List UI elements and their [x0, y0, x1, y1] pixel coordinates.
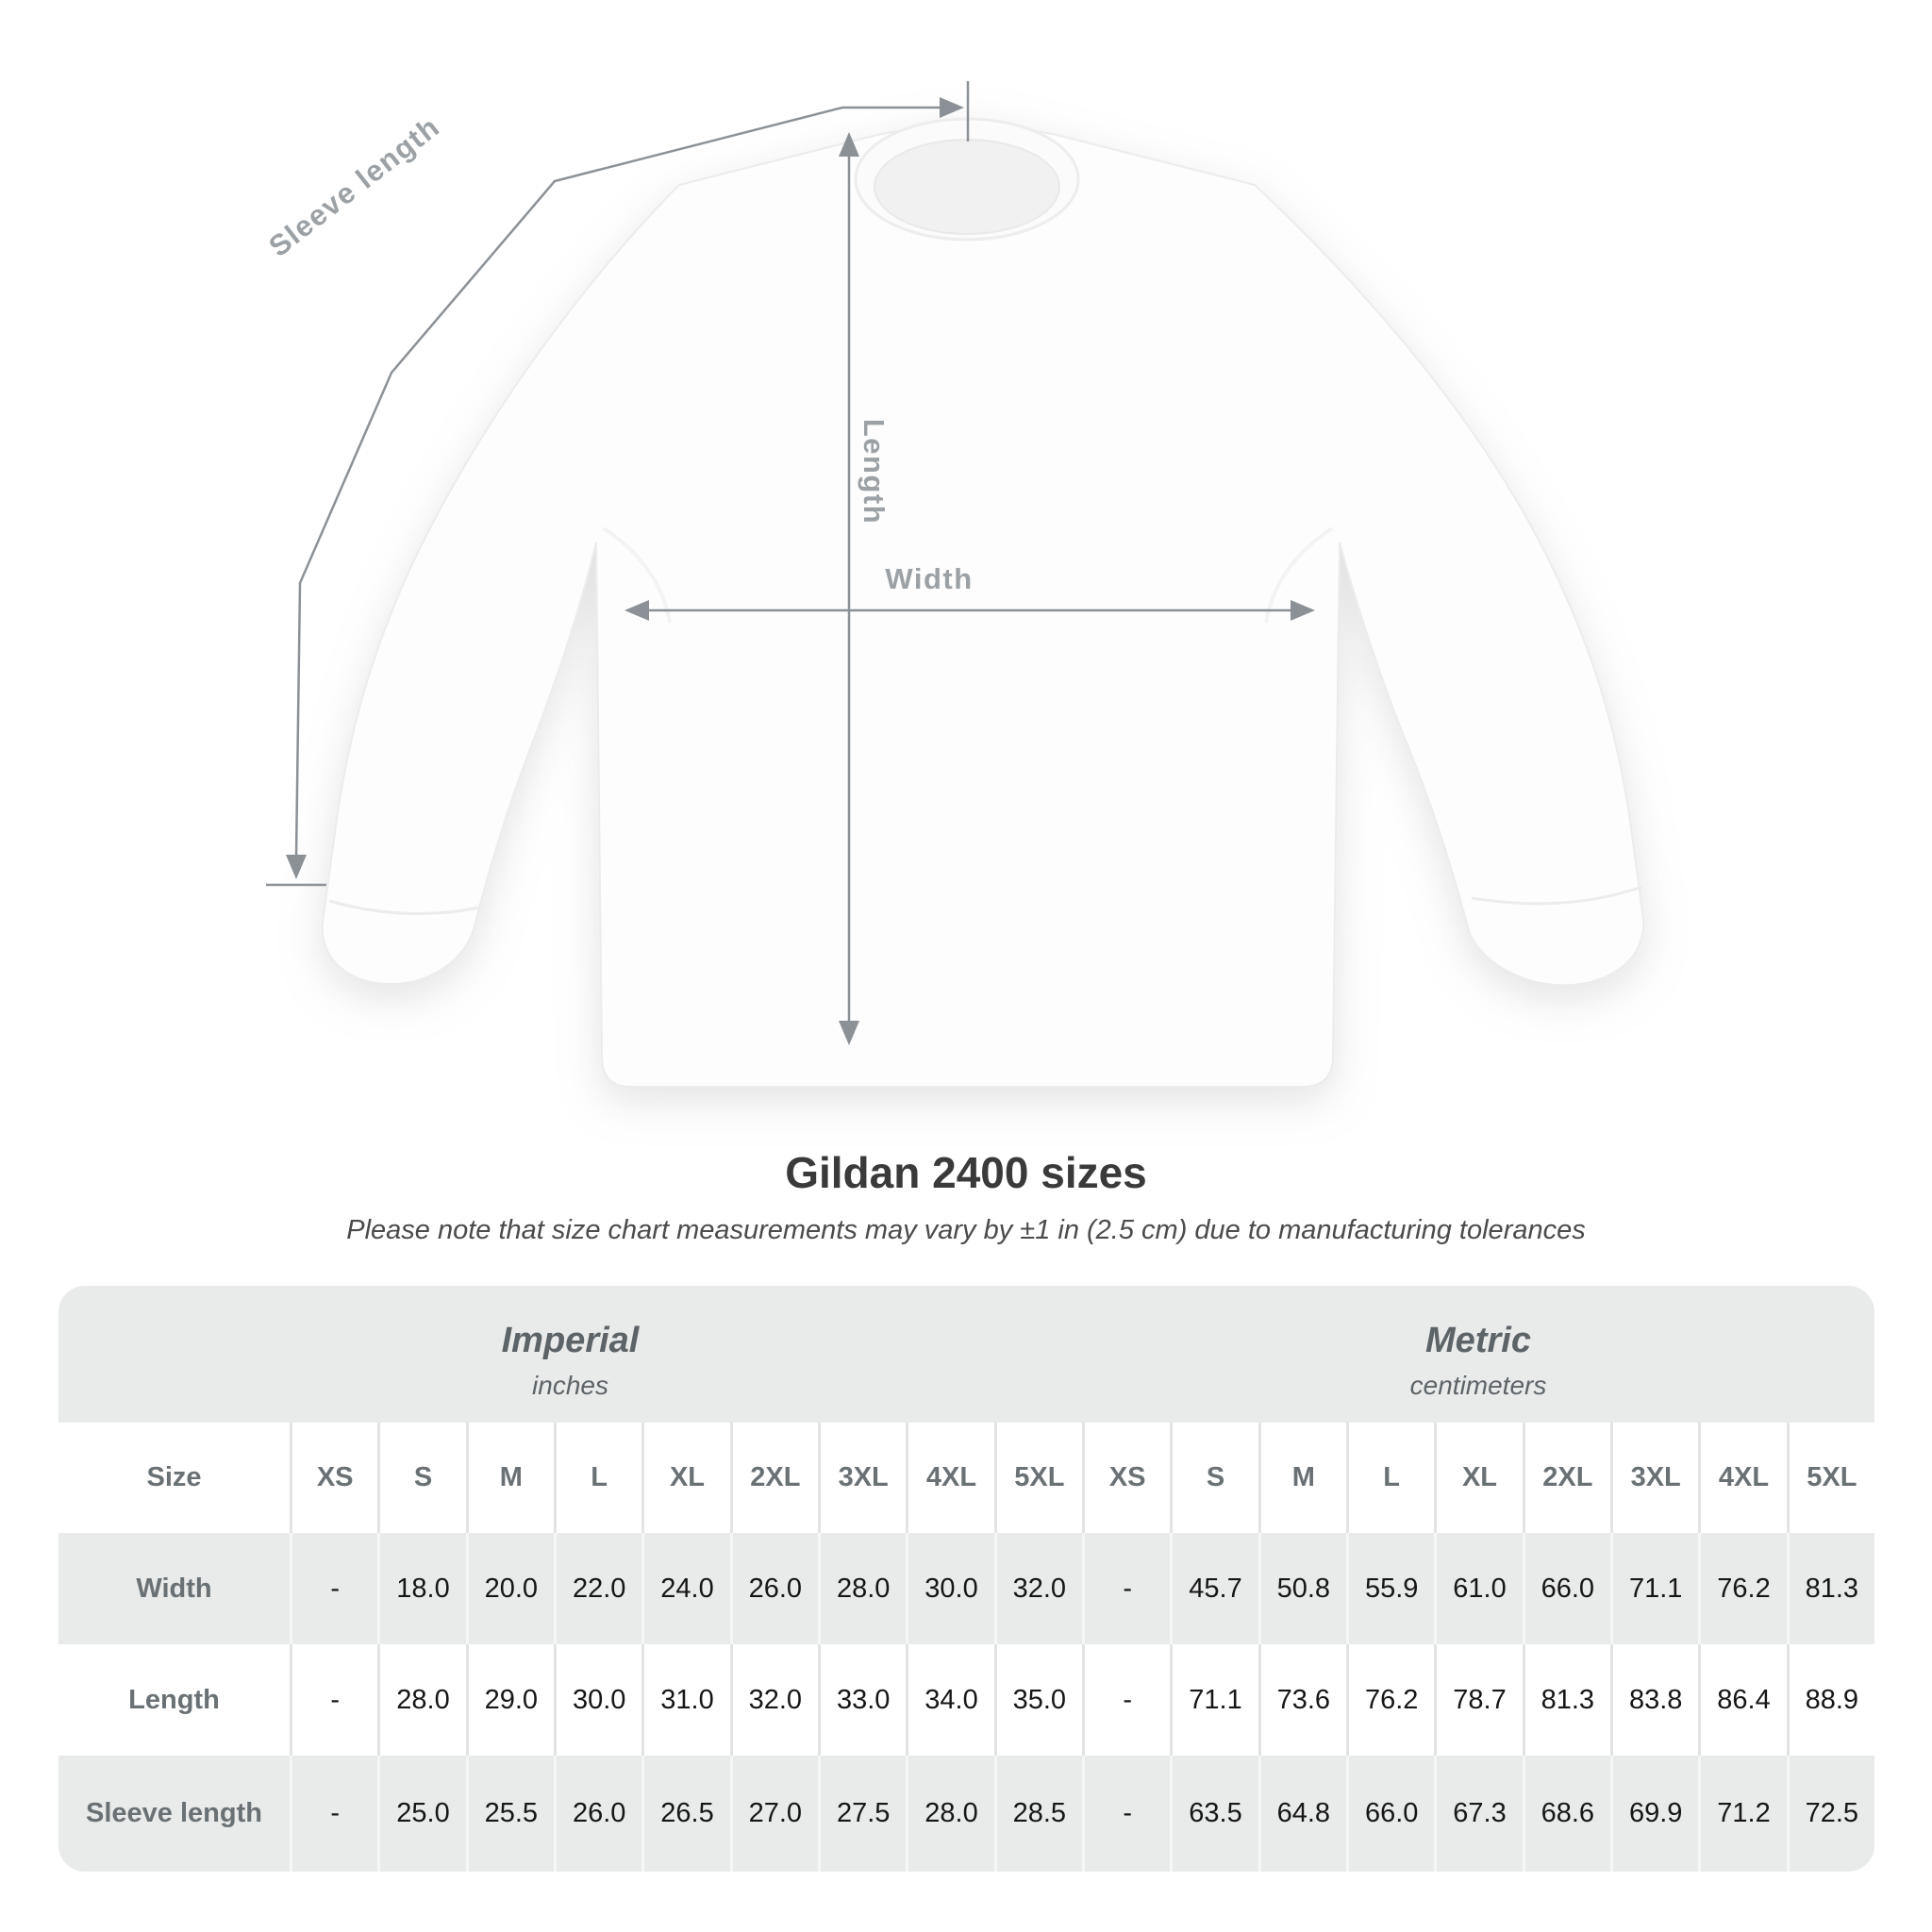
size-col-header-metric-3xl: 3XL — [1610, 1423, 1699, 1533]
size-col-header-imperial-3xl: 3XL — [818, 1423, 907, 1533]
size-col-header-metric-l: L — [1346, 1423, 1435, 1533]
value-cell: 55.9 — [1346, 1533, 1435, 1644]
value-cell: 24.0 — [641, 1533, 730, 1644]
value-cell: 25.0 — [377, 1756, 466, 1872]
value-cell: 22.0 — [554, 1533, 642, 1644]
value-cell: 20.0 — [465, 1533, 554, 1644]
value-cell: 27.0 — [729, 1756, 818, 1872]
value-cell: 69.9 — [1610, 1756, 1699, 1872]
value-cell: 30.0 — [554, 1644, 642, 1756]
size-col-header-metric-4xl: 4XL — [1698, 1423, 1787, 1533]
width-line — [625, 600, 1315, 621]
length-line — [839, 132, 859, 1045]
length-label: Length — [858, 419, 891, 525]
value-cell: 32.0 — [729, 1644, 818, 1756]
value-cell: 66.0 — [1346, 1756, 1435, 1872]
value-cell: 76.2 — [1346, 1644, 1435, 1756]
value-cell: 50.8 — [1257, 1533, 1346, 1644]
imperial-unit-label: Imperial — [501, 1321, 640, 1360]
size-col-header-metric-2xl: 2XL — [1522, 1423, 1610, 1533]
size-col-header-imperial-m: M — [465, 1423, 554, 1533]
value-cell: - — [290, 1533, 378, 1644]
size-col-header-imperial-xs: XS — [290, 1423, 378, 1533]
size-col-header-metric-xs: XS — [1082, 1423, 1171, 1533]
value-cell: 81.3 — [1522, 1644, 1610, 1756]
value-cell: 30.0 — [906, 1533, 994, 1644]
value-cell: 88.9 — [1786, 1644, 1874, 1756]
size-col-header-metric-m: M — [1257, 1423, 1346, 1533]
value-cell: 66.0 — [1522, 1533, 1610, 1644]
size-col-header-metric-5xl: 5XL — [1786, 1423, 1874, 1533]
value-cell: 33.0 — [818, 1644, 907, 1756]
value-cell: 35.0 — [993, 1644, 1082, 1756]
value-cell: 83.8 — [1610, 1644, 1699, 1756]
size-col-header-imperial-l: L — [554, 1423, 642, 1533]
imperial-group-header: Imperial inches — [58, 1286, 1082, 1423]
value-cell: 67.3 — [1434, 1756, 1523, 1872]
size-col-header-imperial-xl: XL — [641, 1423, 730, 1533]
value-cell: 61.0 — [1434, 1533, 1523, 1644]
value-cell: 28.0 — [906, 1756, 994, 1872]
value-cell: 18.0 — [377, 1533, 466, 1644]
size-col-header-imperial-s: S — [377, 1423, 466, 1533]
value-cell: - — [290, 1756, 378, 1872]
value-cell: 76.2 — [1698, 1533, 1787, 1644]
row-label: Sleeve length — [58, 1756, 290, 1872]
size-col-header-imperial-5xl: 5XL — [993, 1423, 1082, 1533]
metric-unit-label: Metric — [1425, 1321, 1531, 1360]
long-sleeve-shirt — [321, 117, 1645, 1088]
metric-group-header: Metric centimeters — [1082, 1286, 1874, 1423]
value-cell: - — [1082, 1644, 1171, 1756]
size-chart-title: Gildan 2400 sizes — [785, 1148, 1147, 1197]
sleeve-length-label: Sleeve length — [262, 109, 445, 263]
size-chart-note: Please note that size chart measurements… — [346, 1215, 1586, 1245]
value-cell: 63.5 — [1170, 1756, 1258, 1872]
row-label: Length — [58, 1644, 290, 1756]
size-table: Imperial inches Metric centimeters Size … — [58, 1286, 1874, 1872]
value-cell: - — [1082, 1533, 1171, 1644]
width-label: Width — [885, 562, 973, 595]
value-cell: 26.0 — [729, 1533, 818, 1644]
value-cell: 26.5 — [641, 1756, 730, 1872]
value-cell: 86.4 — [1698, 1644, 1787, 1756]
value-cell: 28.0 — [818, 1533, 907, 1644]
value-cell: 45.7 — [1170, 1533, 1258, 1644]
value-cell: 71.1 — [1610, 1533, 1699, 1644]
value-cell: 73.6 — [1257, 1644, 1346, 1756]
row-label: Width — [58, 1533, 290, 1644]
size-col-header-metric-xl: XL — [1434, 1423, 1523, 1533]
value-cell: 27.5 — [818, 1756, 907, 1872]
value-cell: 28.5 — [993, 1756, 1082, 1872]
value-cell: 28.0 — [377, 1644, 466, 1756]
value-cell: 78.7 — [1434, 1644, 1523, 1756]
imperial-unit-sublabel: inches — [532, 1371, 608, 1400]
shirt-diagram: Sleeve length Length Width — [262, 81, 1645, 1088]
value-cell: 25.5 — [465, 1756, 554, 1872]
value-cell: 29.0 — [465, 1644, 554, 1756]
value-cell: 72.5 — [1786, 1756, 1874, 1872]
value-cell: 32.0 — [993, 1533, 1082, 1644]
size-col-header-metric-s: S — [1170, 1423, 1258, 1533]
size-column-header: Size — [58, 1423, 290, 1533]
value-cell: 31.0 — [641, 1644, 730, 1756]
size-col-header-imperial-4xl: 4XL — [906, 1423, 994, 1533]
metric-unit-sublabel: centimeters — [1409, 1371, 1547, 1400]
value-cell: 64.8 — [1257, 1756, 1346, 1872]
value-cell: 68.6 — [1522, 1756, 1610, 1872]
value-cell: 71.2 — [1698, 1756, 1787, 1872]
value-cell: 34.0 — [906, 1644, 994, 1756]
value-cell: 26.0 — [554, 1756, 642, 1872]
value-cell: - — [1082, 1756, 1171, 1872]
value-cell: 71.1 — [1170, 1644, 1258, 1756]
value-cell: 81.3 — [1786, 1533, 1874, 1644]
value-cell: - — [290, 1644, 378, 1756]
size-col-header-imperial-2xl: 2XL — [729, 1423, 818, 1533]
sleeve-length-line — [266, 81, 970, 887]
